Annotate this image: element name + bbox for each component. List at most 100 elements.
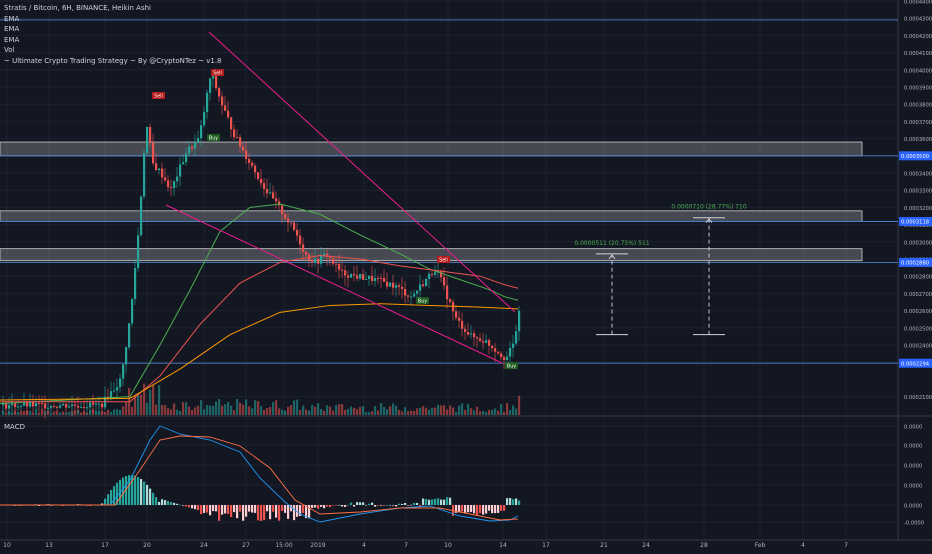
level-price-label: 0.0003118 xyxy=(901,220,929,226)
volume-bar xyxy=(170,409,173,415)
macd-tick-label: 0.0000 xyxy=(904,444,922,450)
macd-histogram-bar xyxy=(314,505,317,508)
indicator-ema-1[interactable]: EMA xyxy=(4,14,20,23)
volume-bar xyxy=(395,405,398,415)
macd-histogram-bar xyxy=(299,505,302,516)
macd-histogram-bar xyxy=(272,505,275,512)
volume-bar xyxy=(512,405,515,415)
volume-bar xyxy=(464,409,467,415)
indicator-ema-2[interactable]: EMA xyxy=(4,25,20,33)
volume-bar xyxy=(317,403,320,415)
macd-histogram-bar xyxy=(395,505,398,507)
price-tick-label: 0.0003700 xyxy=(904,120,932,126)
macd-histogram-bar xyxy=(146,484,149,505)
candle-body xyxy=(479,338,482,342)
macd-histogram-bar xyxy=(62,505,65,506)
volume-bar xyxy=(62,411,65,415)
macd-histogram-bar xyxy=(347,504,350,506)
macd-histogram-bar xyxy=(125,476,128,505)
candle-body xyxy=(137,235,140,269)
macd-histogram-bar xyxy=(443,499,446,505)
candle-body xyxy=(317,258,320,264)
macd-label[interactable]: MACD xyxy=(4,423,25,431)
macd-histogram-bar xyxy=(131,475,134,505)
volume-bar xyxy=(185,402,188,415)
price-tick-label: 0.0002800 xyxy=(904,275,932,281)
volume-bar xyxy=(110,411,113,415)
volume-bar xyxy=(335,405,338,415)
candle-body xyxy=(389,282,392,287)
sr-zone xyxy=(0,141,863,157)
indicator-strategy[interactable]: ~ Ultimate Crypto Trading Strategy ~ By … xyxy=(4,56,222,65)
volume-bar xyxy=(248,406,251,415)
volume-bar xyxy=(470,408,473,415)
candle-body xyxy=(215,76,218,89)
candle-body xyxy=(506,356,509,361)
time-tick-label: 24 xyxy=(200,542,208,549)
macd-histogram-bar xyxy=(410,504,413,506)
macd-histogram-bar xyxy=(173,502,176,505)
volume-bar xyxy=(182,402,185,415)
candle-body xyxy=(35,403,38,407)
candle-body xyxy=(50,406,53,408)
candle-body xyxy=(485,340,488,343)
price-tick-label: 0.0002600 xyxy=(904,309,932,315)
candle-body xyxy=(98,403,101,405)
macd-histogram-bar xyxy=(293,505,296,521)
candle-body xyxy=(395,285,398,288)
volume-bar xyxy=(323,410,326,415)
candle-body xyxy=(488,340,491,346)
volume-bar xyxy=(74,410,77,415)
volume-bar xyxy=(356,409,359,415)
macd-histogram-bar xyxy=(335,505,338,506)
indicator-ema-3[interactable]: EMA xyxy=(4,35,20,44)
candle-body xyxy=(446,285,449,300)
candle-body xyxy=(119,378,122,388)
macd-histogram-bar xyxy=(422,498,425,505)
level-price-label: 0.0002294 xyxy=(901,361,930,367)
volume-bar xyxy=(260,405,263,415)
macd-histogram-bar xyxy=(179,504,182,506)
volume-bar xyxy=(194,407,197,415)
candle-body xyxy=(74,404,77,406)
candle-body xyxy=(281,205,284,215)
price-tick-label: 0.0003300 xyxy=(904,189,932,195)
volume-bar xyxy=(329,406,332,415)
macd-histogram-bar xyxy=(386,504,389,506)
macd-histogram-bar xyxy=(518,500,521,505)
candle-body xyxy=(194,141,197,149)
candle-body xyxy=(434,272,437,275)
volume-bar xyxy=(191,410,194,415)
macd-histogram-bar xyxy=(233,505,236,513)
macd-histogram-bar xyxy=(431,499,434,505)
macd-histogram-bar xyxy=(497,505,500,513)
candle-body xyxy=(188,146,191,154)
candle-body xyxy=(518,310,521,332)
macd-histogram-bar xyxy=(344,505,347,507)
time-tick-label: 4 xyxy=(362,542,366,549)
macd-histogram-bar xyxy=(263,505,266,521)
candle-body xyxy=(14,403,17,408)
candle-body xyxy=(437,270,440,273)
candle-body xyxy=(449,299,452,302)
target-arrow-head xyxy=(705,217,713,223)
macd-histogram-bar xyxy=(500,505,503,511)
candle-body xyxy=(419,284,422,291)
macd-histogram-bar xyxy=(467,505,470,513)
price-tick-label: 0.0002500 xyxy=(904,326,932,332)
macd-histogram-bar xyxy=(182,505,185,506)
macd-histogram-bar xyxy=(161,499,164,505)
candle-body xyxy=(71,404,74,407)
macd-histogram-bar xyxy=(269,505,272,520)
volume-bar xyxy=(461,403,464,415)
macd-tick-label: 0.0000 xyxy=(904,464,922,470)
candle-body xyxy=(41,403,44,405)
target-label: 0.0000511 (20.75%) 511 xyxy=(574,240,649,247)
volume-bar xyxy=(152,385,155,415)
indicator-volume[interactable]: Vol xyxy=(4,46,15,54)
volume-bar xyxy=(476,406,479,415)
volume-bar xyxy=(347,408,350,415)
candle-body xyxy=(197,138,200,142)
volume-bar xyxy=(437,404,440,415)
